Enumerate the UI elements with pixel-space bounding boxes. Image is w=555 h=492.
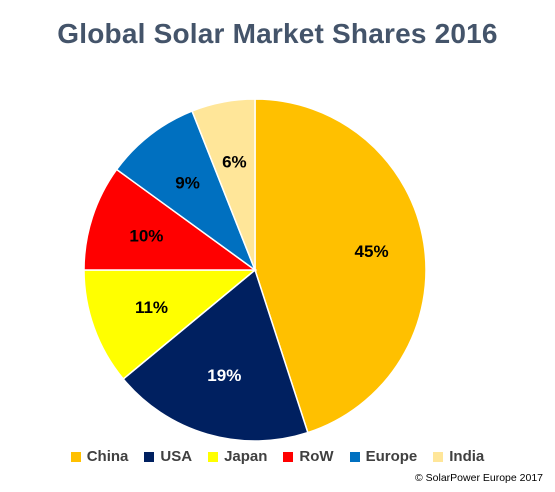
legend-item-japan: Japan <box>208 448 267 465</box>
data-label-usa: 19% <box>207 366 241 385</box>
pie-slice-india <box>191 98 256 271</box>
legend: China USA Japan RoW Europe India <box>0 448 555 465</box>
pie-slice-usa <box>122 268 309 442</box>
legend-label-japan: Japan <box>224 448 268 465</box>
legend-label-row: RoW <box>299 448 334 465</box>
data-label-row: 10% <box>129 227 163 246</box>
pie-slice-europe <box>115 110 257 273</box>
legend-item-china: China <box>70 448 129 465</box>
data-label-japan: 11% <box>135 298 168 317</box>
legend-swatch-japan <box>208 451 219 462</box>
chart-title: Global Solar Market Shares 2016 <box>57 18 498 49</box>
legend-label-china: China <box>86 448 129 465</box>
data-label-europe: 9% <box>175 174 200 193</box>
source-credit: © SolarPower Europe 2017 <box>415 472 543 484</box>
pie-slice-japan <box>83 269 258 381</box>
legend-swatch-china <box>70 451 81 462</box>
pie-slice-china <box>254 98 427 434</box>
legend-label-europe: Europe <box>365 448 418 465</box>
data-label-china: 45% <box>355 242 389 261</box>
pie-slice-row <box>83 168 258 271</box>
legend-swatch-india <box>433 451 444 462</box>
data-label-india: 6% <box>222 152 247 171</box>
legend-item-row: RoW <box>283 448 334 465</box>
legend-item-europe: Europe <box>349 448 418 465</box>
legend-label-india: India <box>449 448 485 465</box>
legend-swatch-row <box>283 451 294 462</box>
legend-item-usa: USA <box>144 448 192 465</box>
legend-swatch-europe <box>349 451 360 462</box>
legend-item-india: India <box>433 448 484 465</box>
legend-swatch-usa <box>144 451 155 462</box>
legend-label-usa: USA <box>160 448 193 465</box>
